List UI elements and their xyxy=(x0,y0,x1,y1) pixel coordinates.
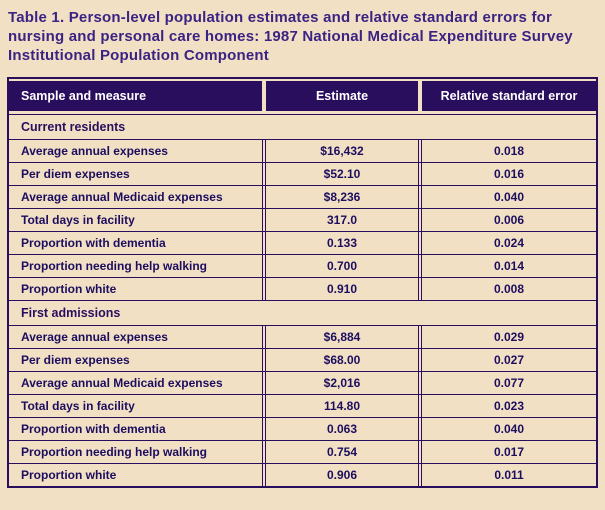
column-divider xyxy=(418,417,422,440)
table-header-row: Sample and measure Estimate Relative sta… xyxy=(9,79,596,114)
column-divider xyxy=(418,254,422,277)
column-divider xyxy=(262,277,266,300)
estimate-cell: $6,884 xyxy=(323,329,361,344)
measure-cell: Average annual expenses xyxy=(21,329,168,344)
data-table: Sample and measure Estimate Relative sta… xyxy=(7,76,598,488)
estimate-cell: 0.906 xyxy=(326,467,358,482)
table-row: Proportion white 0.906 0.011 xyxy=(9,462,596,486)
column-divider xyxy=(262,325,266,348)
estimate-cell: $2,016 xyxy=(323,375,361,390)
column-divider xyxy=(418,185,422,208)
column-divider xyxy=(418,463,422,486)
table-row: Proportion needing help walking 0.700 0.… xyxy=(9,253,596,277)
measure-cell: Proportion needing help walking xyxy=(21,444,208,459)
rse-cell: 0.077 xyxy=(493,375,525,390)
estimate-cell: $16,432 xyxy=(320,143,364,158)
table-row: Per diem expenses $52.10 0.016 xyxy=(9,161,596,185)
rse-cell: 0.029 xyxy=(493,329,525,344)
measure-cell: Average annual Medicaid expenses xyxy=(21,189,223,204)
rse-cell: 0.014 xyxy=(493,258,525,273)
measure-cell: Total days in facility xyxy=(21,398,135,413)
rse-cell: 0.040 xyxy=(493,421,525,436)
measure-cell: Average annual expenses xyxy=(21,143,168,158)
column-divider xyxy=(418,208,422,231)
estimate-cell: 0.754 xyxy=(326,444,358,459)
table-title: Table 1. Person-level population estimat… xyxy=(8,9,573,65)
estimate-cell: 0.700 xyxy=(326,258,358,273)
column-divider xyxy=(262,417,266,440)
rse-cell: 0.027 xyxy=(493,352,525,367)
measure-cell: Proportion white xyxy=(21,467,117,482)
column-divider xyxy=(418,371,422,394)
rse-cell: 0.008 xyxy=(493,281,525,296)
column-divider xyxy=(262,348,266,371)
table-row: Average annual Medicaid expenses $2,016 … xyxy=(9,370,596,394)
rse-cell: 0.024 xyxy=(493,235,525,250)
column-divider xyxy=(418,325,422,348)
column-divider xyxy=(262,162,266,185)
column-divider xyxy=(418,162,422,185)
table-row: Proportion white 0.910 0.008 xyxy=(9,276,596,300)
rse-cell: 0.023 xyxy=(493,398,525,413)
rse-cell: 0.040 xyxy=(493,189,525,204)
measure-cell: Proportion with dementia xyxy=(21,235,166,250)
measure-cell: Per diem expenses xyxy=(21,352,130,367)
rse-cell: 0.017 xyxy=(493,444,525,459)
measure-cell: Proportion with dementia xyxy=(21,421,166,436)
table-row: Average annual Medicaid expenses $8,236 … xyxy=(9,184,596,208)
measure-cell: Average annual Medicaid expenses xyxy=(21,375,223,390)
estimate-cell: 0.133 xyxy=(326,235,358,250)
rse-cell: 0.016 xyxy=(493,166,525,181)
estimate-cell: 317.0 xyxy=(326,212,358,227)
column-divider xyxy=(418,139,422,162)
column-divider xyxy=(262,463,266,486)
table-row: Per diem expenses $68.00 0.027 xyxy=(9,347,596,371)
measure-cell: Proportion white xyxy=(21,281,117,296)
table-row: Proportion with dementia 0.133 0.024 xyxy=(9,230,596,254)
section-label: Current residents xyxy=(21,119,126,134)
column-header-sample-and-measure: Sample and measure xyxy=(9,80,262,111)
estimate-cell: $8,236 xyxy=(323,189,361,204)
estimate-cell: $52.10 xyxy=(323,166,361,181)
column-divider xyxy=(262,231,266,254)
column-divider xyxy=(418,80,422,111)
estimate-cell: 0.063 xyxy=(326,421,358,436)
column-divider xyxy=(262,139,266,162)
table-row: Average annual expenses $6,884 0.029 xyxy=(9,324,596,348)
measure-cell: Proportion needing help walking xyxy=(21,258,208,273)
column-divider xyxy=(418,394,422,417)
table-row: Proportion with dementia 0.063 0.040 xyxy=(9,416,596,440)
table-row: Proportion needing help walking 0.754 0.… xyxy=(9,439,596,463)
estimate-cell: 0.910 xyxy=(326,281,358,296)
section-header-row: Current residents xyxy=(9,113,596,139)
rse-cell: 0.011 xyxy=(494,467,524,482)
column-divider xyxy=(418,440,422,463)
measure-cell: Per diem expenses xyxy=(21,166,130,181)
column-header-estimate: Estimate xyxy=(266,80,418,111)
column-divider xyxy=(262,254,266,277)
estimate-cell: $68.00 xyxy=(323,352,361,367)
column-divider xyxy=(262,208,266,231)
table-row: Total days in facility 317.0 0.006 xyxy=(9,207,596,231)
column-header-relative-standard-error: Relative standard error xyxy=(422,80,596,111)
column-divider xyxy=(418,348,422,371)
table-row: Total days in facility 114.80 0.023 xyxy=(9,393,596,417)
section-header-row: First admissions xyxy=(9,299,596,325)
column-divider xyxy=(262,394,266,417)
column-divider xyxy=(418,277,422,300)
column-divider xyxy=(262,80,266,111)
estimate-cell: 114.80 xyxy=(323,398,361,413)
table-row: Average annual expenses $16,432 0.018 xyxy=(9,138,596,162)
rse-cell: 0.006 xyxy=(493,212,525,227)
column-divider xyxy=(262,185,266,208)
measure-cell: Total days in facility xyxy=(21,212,135,227)
rse-cell: 0.018 xyxy=(493,143,525,158)
section-label: First admissions xyxy=(21,305,121,320)
column-divider xyxy=(418,231,422,254)
column-divider xyxy=(262,371,266,394)
column-divider xyxy=(262,440,266,463)
